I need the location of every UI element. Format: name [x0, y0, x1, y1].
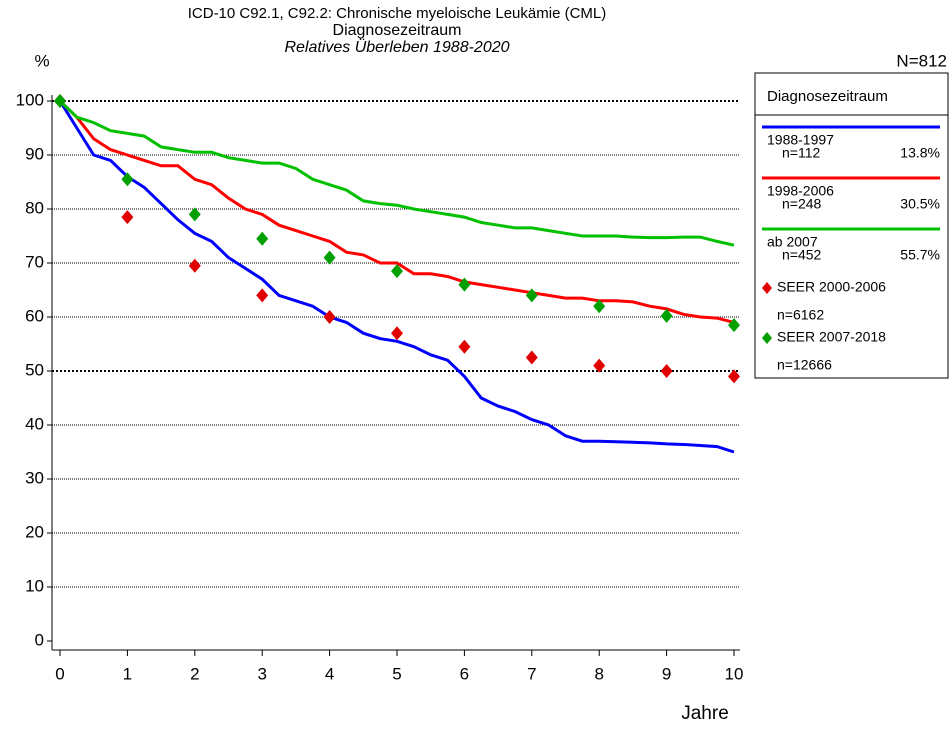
seer-point — [728, 318, 740, 333]
seer-point — [54, 94, 66, 108]
legend-marker — [762, 332, 772, 344]
y-tick-label: 100 — [16, 90, 44, 109]
y-tick-label: 40 — [25, 414, 44, 433]
y-tick-label: 60 — [25, 306, 44, 325]
legend-box — [754, 72, 949, 379]
seer-point — [593, 358, 606, 373]
legend-count: n=6162 — [777, 307, 824, 323]
x-tick-label: 1 — [123, 664, 132, 683]
x-tick-label: 4 — [325, 664, 334, 683]
legend-label: 1998-2006 — [767, 183, 834, 199]
legend-marker — [762, 282, 772, 294]
legend-count: n=112 — [782, 145, 820, 161]
seer-point — [391, 326, 403, 341]
seer-point — [188, 207, 201, 222]
x-tick-label: 2 — [190, 664, 199, 683]
x-tick-label: 8 — [594, 664, 603, 683]
seer-point — [458, 339, 471, 354]
y-tick-label: 0 — [35, 630, 44, 649]
x-tick-label: 9 — [662, 664, 671, 683]
seer-point — [256, 231, 269, 246]
legend-share: 13.8% — [900, 145, 940, 161]
seer-point — [660, 308, 673, 323]
seer-point — [323, 310, 336, 324]
x-tick-label: 6 — [460, 664, 469, 683]
seer-point — [188, 258, 201, 273]
y-tick-label: 50 — [25, 360, 44, 379]
seer-point — [458, 277, 471, 292]
seer-point — [323, 250, 336, 265]
x-tick-label: 0 — [55, 664, 64, 683]
y-tick-label: 70 — [25, 252, 44, 271]
y-tick-label: 20 — [25, 522, 44, 541]
chart-subtitle: Relatives Überleben 1988-2020 — [284, 38, 509, 56]
legend-count: n=452 — [782, 247, 822, 263]
total-count: N=812 — [896, 51, 947, 70]
seer-point — [525, 350, 538, 365]
x-axis-label: Jahre — [681, 703, 729, 724]
x-tick-label: 10 — [725, 664, 744, 683]
seer-point — [391, 264, 403, 279]
chart-title: ICD-10 C92.1, C92.2: Chronische myeloisc… — [188, 5, 607, 22]
y-tick-label: 80 — [25, 198, 44, 217]
legend-label: SEER 2007-2018 — [777, 329, 886, 345]
seer-point — [121, 210, 134, 225]
legend-label: ab 2007 — [767, 234, 818, 250]
survival-line — [58, 99, 735, 324]
x-tick-label: 3 — [257, 664, 266, 683]
seer-point — [121, 172, 134, 187]
seer-point — [660, 364, 673, 378]
y-tick-label: 30 — [25, 468, 44, 487]
chart-subtitle: Diagnosezeitraum — [333, 22, 462, 39]
legend-label: 1988-1997 — [767, 132, 834, 148]
y-tick-label: 10 — [25, 576, 44, 595]
seer-point — [256, 288, 269, 303]
legend-label: SEER 2000-2006 — [777, 279, 886, 295]
x-tick-label: 7 — [527, 664, 536, 683]
survival-line — [58, 100, 735, 454]
seer-point — [593, 299, 606, 314]
legend-title: Diagnosezeitraum — [767, 88, 888, 105]
seer-point — [728, 369, 740, 384]
legend-count: n=248 — [782, 196, 822, 212]
x-tick-label: 5 — [392, 664, 401, 683]
legend-share: 55.7% — [900, 247, 940, 263]
legend-count: n=12666 — [777, 357, 832, 373]
seer-point — [525, 288, 538, 303]
survival-line — [58, 99, 735, 247]
y-tick-label: 90 — [25, 144, 44, 163]
legend-share: 30.5% — [900, 196, 940, 212]
y-axis-label: % — [34, 51, 49, 70]
